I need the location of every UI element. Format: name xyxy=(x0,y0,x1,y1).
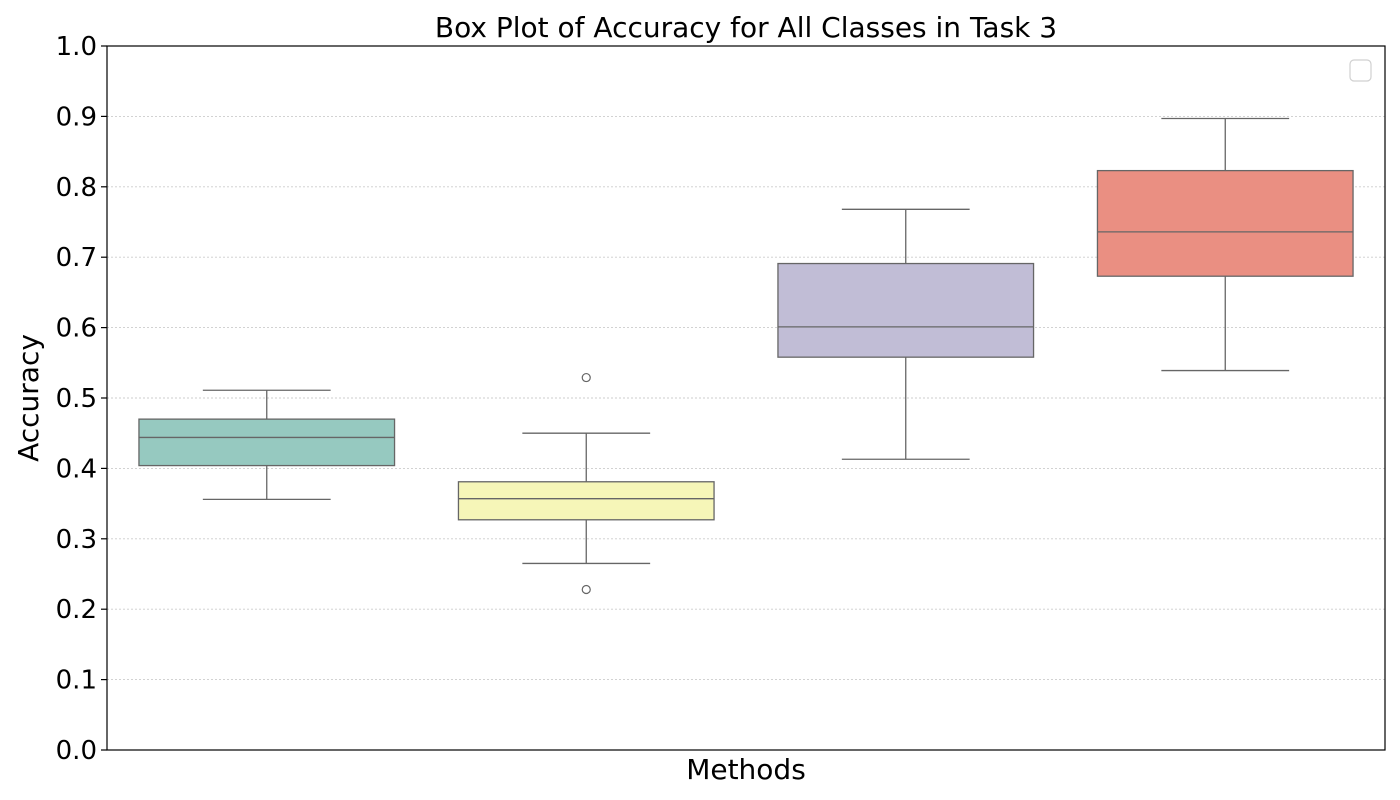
box-group xyxy=(777,208,1035,460)
y-tick-label: 0.1 xyxy=(56,666,97,696)
box-group xyxy=(457,372,715,595)
outlier-point xyxy=(581,372,591,383)
y-tick-label: 0.9 xyxy=(56,102,97,132)
y-tick-label: 0.5 xyxy=(56,384,97,414)
box-group xyxy=(138,389,396,501)
box-iqr xyxy=(1096,169,1354,277)
plot-frame xyxy=(106,45,1386,751)
outlier-point xyxy=(581,584,591,595)
box-iqr xyxy=(138,418,396,467)
y-tick-label: 0.8 xyxy=(56,173,97,203)
y-tick-label: 0.4 xyxy=(56,454,97,484)
box-iqr xyxy=(777,262,1035,358)
y-tick-label: 0.0 xyxy=(56,736,97,766)
y-axis-ticks: 0.0 0.1 0.2 0.3 0.4 0.5 0.6 0.7 0.8 0.9 1.0 xyxy=(56,32,107,766)
legend-box[interactable] xyxy=(1349,59,1372,82)
box-iqr xyxy=(457,481,715,521)
y-tick-label: 0.2 xyxy=(56,595,97,625)
chart-title: Box Plot of Accuracy for All Classes in … xyxy=(435,11,1057,44)
y-tick-label: 0.3 xyxy=(56,525,97,555)
y-tick-label: 0.6 xyxy=(56,314,97,344)
y-tick-label: 0.7 xyxy=(56,243,97,273)
x-axis-label: Methods xyxy=(686,753,806,786)
boxes-layer xyxy=(138,117,1354,595)
box-group xyxy=(1096,117,1354,372)
y-axis-label: Accuracy xyxy=(12,334,45,462)
y-tick-label: 1.0 xyxy=(56,32,97,62)
